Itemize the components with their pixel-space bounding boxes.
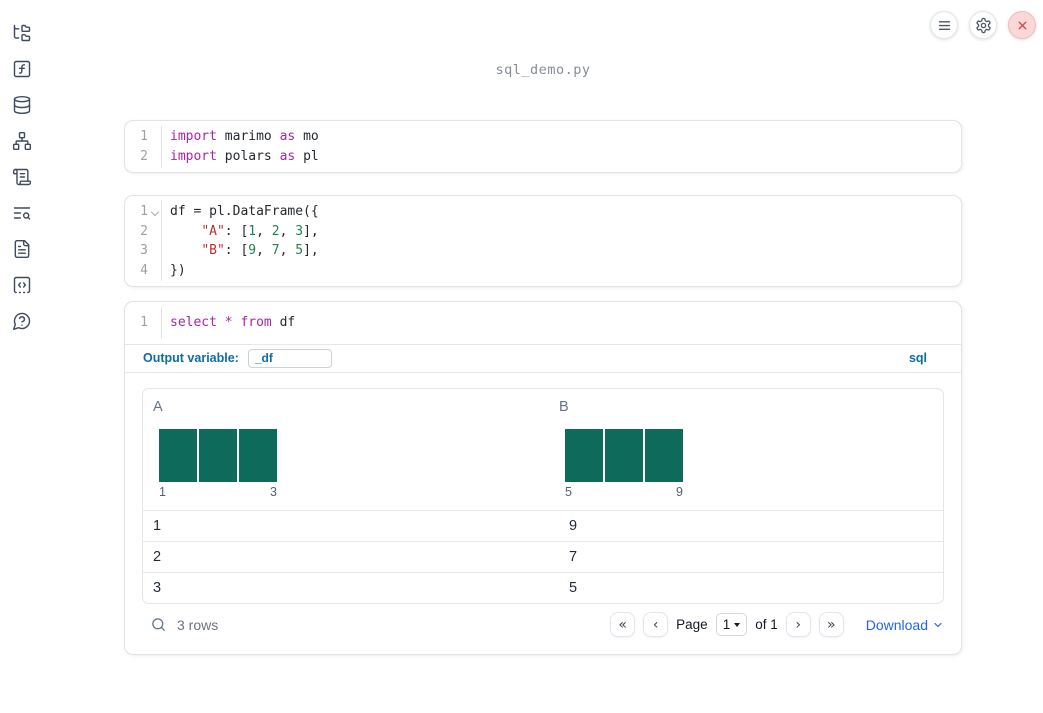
table-of-contents-icon[interactable]: [12, 203, 32, 223]
next-page-button[interactable]: ›: [785, 612, 811, 637]
dataframe-table: A 1 3 B: [142, 387, 944, 604]
line-number: 2: [140, 148, 148, 164]
previous-page-button[interactable]: ‹: [643, 612, 669, 637]
page-select-value: 1: [722, 617, 731, 632]
sql-cell-footer: Output variable: _df sql: [125, 343, 961, 372]
row-count: 3 rows: [177, 616, 219, 633]
code-editor[interactable]: 1 df = pl.DataFrame({ 2 "A": [1, 2, 3], 3 "…: [125, 196, 961, 286]
top-right-controls: [930, 11, 1036, 39]
histogram-bar: [239, 428, 277, 482]
histogram-axis-labels: 5 9: [565, 485, 683, 502]
close-icon: [1018, 21, 1026, 29]
line-number: 1: [140, 315, 148, 330]
notebook-filename[interactable]: sql_demo.py: [495, 62, 591, 78]
file-explorer-icon[interactable]: [12, 23, 32, 43]
hist-max-label: 9: [676, 484, 683, 499]
code-editor[interactable]: 1 import marimo as mo 2 import polars as pl: [125, 121, 961, 172]
line-number: 4: [140, 262, 148, 278]
code-cell-imports[interactable]: 1 import marimo as mo 2 import polars as pl: [124, 120, 962, 173]
documentation-icon[interactable]: [12, 239, 32, 259]
column-header-b[interactable]: B 5 9: [549, 389, 943, 510]
table-cell: 3: [143, 571, 559, 603]
code-line-text: select * from df: [170, 315, 296, 330]
chevron-down-icon: [734, 622, 741, 627]
code-line-text: "A": [1, 2, 3],: [201, 223, 319, 239]
language-badge: sql: [908, 351, 927, 365]
line-number: 1: [125, 202, 161, 222]
table-footer: 3 rows « ‹ Page 1 of 1 › » Downloa: [142, 604, 944, 646]
snippets-icon[interactable]: [12, 275, 32, 295]
code-line-text: "B": [9, 7, 5],: [201, 243, 319, 258]
table-cell: 9: [559, 509, 943, 541]
left-sidebar: [0, 0, 44, 713]
page-label: Page: [676, 617, 708, 632]
notebook-content: sql_demo.py 1 import marimo as mo 2 import …: [124, 0, 962, 655]
fold-chevron-icon[interactable]: [150, 207, 160, 217]
datasources-icon[interactable]: [12, 95, 32, 115]
pagination: « ‹ Page 1 of 1 › » Download: [610, 612, 944, 637]
search-icon[interactable]: [150, 616, 167, 633]
line-number: 2: [140, 223, 148, 239]
download-button[interactable]: Download: [866, 617, 944, 633]
table-header: A 1 3 B: [143, 389, 943, 510]
shutdown-button[interactable]: [1008, 11, 1036, 39]
table-cell: 5: [559, 571, 943, 603]
menu-icon: [938, 20, 950, 30]
code-line-text: import marimo as mo: [170, 129, 319, 144]
code-line-text: df = pl.DataFrame({: [170, 204, 319, 219]
sql-editor[interactable]: 1 select * from df: [125, 302, 961, 344]
help-icon[interactable]: [12, 311, 32, 331]
histogram-bars: [159, 428, 277, 482]
histogram-bars: [565, 428, 683, 482]
notebook-menu-button[interactable]: [930, 11, 958, 39]
line-number: 3: [140, 243, 148, 258]
table-cell: 2: [143, 540, 559, 572]
output-variable-label: Output variable:: [143, 351, 239, 365]
histogram-axis-labels: 1 3: [159, 485, 277, 502]
logs-icon[interactable]: [12, 167, 32, 187]
last-page-button[interactable]: »: [818, 612, 844, 637]
code-line-text: }): [170, 262, 186, 278]
column-histogram: 1 3: [159, 428, 277, 502]
column-name[interactable]: A: [153, 398, 163, 415]
first-page-button[interactable]: «: [610, 612, 636, 637]
functions-icon[interactable]: [12, 59, 32, 79]
cell-output: A 1 3 B: [125, 371, 961, 654]
table-cell: 1: [143, 509, 559, 541]
download-label: Download: [865, 616, 928, 633]
histogram-bar: [645, 428, 683, 482]
line-number: 1: [140, 129, 148, 144]
histogram-bar: [199, 428, 237, 482]
gear-icon: [975, 17, 991, 33]
sql-cell[interactable]: 1 select * from df Output variable: _df s…: [124, 301, 962, 655]
column-header-a[interactable]: A 1 3: [143, 389, 549, 510]
histogram-bar: [565, 428, 603, 482]
table-cell: 7: [559, 540, 943, 572]
hist-min-label: 5: [565, 484, 572, 499]
page-total-label: of 1: [755, 617, 778, 632]
page-select[interactable]: 1: [715, 613, 748, 636]
code-line-text: import polars as pl: [170, 148, 319, 164]
column-histogram: 5 9: [565, 428, 683, 502]
chevron-down-icon: [934, 622, 942, 627]
hist-min-label: 1: [159, 484, 166, 499]
output-variable-input[interactable]: _df: [247, 348, 332, 368]
hist-max-label: 3: [270, 484, 277, 499]
histogram-bar: [159, 428, 197, 482]
histogram-bar: [605, 428, 643, 482]
dependency-graph-icon[interactable]: [12, 131, 32, 151]
settings-button[interactable]: [969, 11, 997, 39]
column-name[interactable]: B: [559, 398, 569, 415]
code-cell-dataframe[interactable]: 1 df = pl.DataFrame({ 2 "A": [1, 2, 3], 3 "…: [124, 195, 962, 287]
